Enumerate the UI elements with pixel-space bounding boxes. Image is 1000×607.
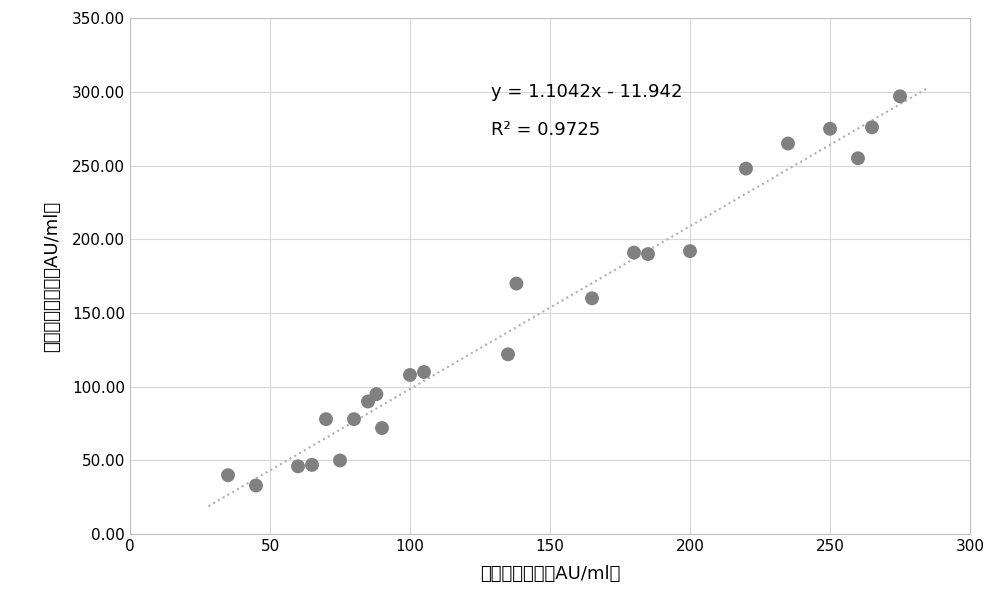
X-axis label: 对照试剂测值（AU/ml）: 对照试剂测值（AU/ml） — [480, 565, 620, 583]
Point — [346, 415, 362, 424]
Point — [220, 470, 236, 480]
Point — [500, 350, 516, 359]
Point — [318, 415, 334, 424]
Point — [332, 456, 348, 466]
Point — [738, 164, 754, 174]
Point — [402, 370, 418, 380]
Point — [864, 123, 880, 132]
Point — [368, 389, 384, 399]
Text: y = 1.1042x - 11.942: y = 1.1042x - 11.942 — [491, 83, 683, 101]
Point — [850, 154, 866, 163]
Point — [508, 279, 524, 288]
Point — [892, 92, 908, 101]
Point — [640, 249, 656, 259]
Point — [304, 460, 320, 470]
Point — [822, 124, 838, 134]
Point — [360, 396, 376, 406]
Point — [780, 138, 796, 148]
Point — [682, 246, 698, 256]
Point — [290, 461, 306, 471]
Point — [584, 293, 600, 303]
Point — [248, 481, 264, 490]
Y-axis label: 条件二方法测值（AU/ml）: 条件二方法测值（AU/ml） — [43, 201, 61, 351]
Text: R² = 0.9725: R² = 0.9725 — [491, 121, 600, 140]
Point — [374, 423, 390, 433]
Point — [416, 367, 432, 377]
Point — [626, 248, 642, 257]
